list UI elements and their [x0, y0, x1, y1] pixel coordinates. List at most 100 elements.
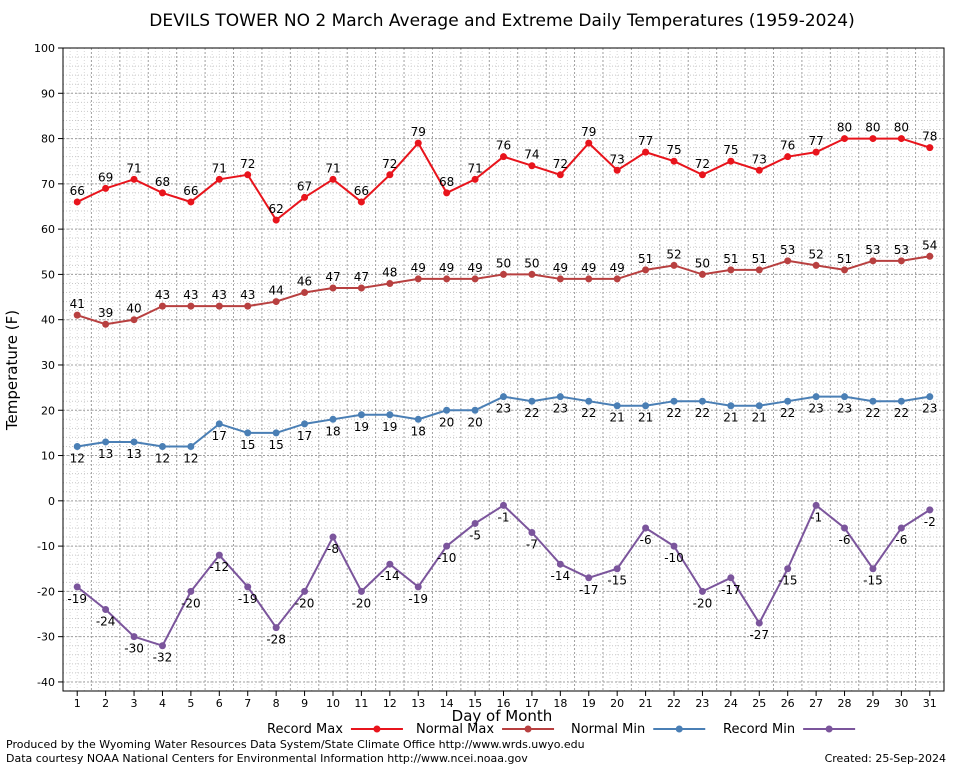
x-tick-label: 17 — [525, 697, 539, 710]
data-point-normal-min — [755, 402, 763, 410]
data-label-record-min: -15 — [778, 574, 798, 588]
data-label-record-max: 80 — [894, 121, 909, 135]
data-point-normal-min — [471, 406, 479, 414]
data-label-normal-max: 52 — [808, 247, 823, 261]
data-point-record-max — [301, 193, 309, 201]
data-point-normal-max — [414, 275, 422, 283]
data-point-normal-min — [215, 420, 223, 428]
data-label-normal-min: 23 — [496, 402, 511, 416]
data-point-normal-max — [812, 261, 820, 269]
data-point-normal-min — [670, 397, 678, 405]
legend-item-normal-min: Normal Min — [571, 722, 706, 737]
data-point-record-max — [329, 175, 337, 183]
data-point-record-max — [414, 139, 422, 147]
x-tick-label: 10 — [326, 697, 340, 710]
data-point-normal-min — [414, 415, 422, 423]
data-point-normal-min — [158, 442, 166, 450]
data-label-normal-min: 22 — [695, 406, 710, 420]
data-label-record-min: -17 — [721, 583, 741, 597]
data-point-record-max — [272, 216, 280, 224]
data-point-normal-max — [386, 279, 394, 287]
data-point-record-min — [158, 642, 166, 650]
data-label-record-min: -20 — [693, 596, 713, 610]
y-tick-label: 80 — [41, 133, 55, 146]
data-point-record-max — [670, 157, 678, 165]
y-tick-label: -20 — [37, 585, 55, 598]
data-point-normal-min — [727, 402, 735, 410]
data-label-normal-max: 53 — [780, 243, 795, 257]
data-point-record-min — [613, 565, 621, 573]
data-label-normal-min: 22 — [865, 406, 880, 420]
data-point-record-min — [727, 574, 735, 582]
data-label-record-max: 77 — [808, 134, 823, 148]
legend-label-record-min: Record Min — [723, 722, 795, 737]
data-point-record-min — [670, 542, 678, 550]
data-label-normal-min: 15 — [269, 438, 284, 452]
footer-produced-by: Produced by the Wyoming Water Resources … — [6, 738, 585, 751]
data-point-record-min — [471, 519, 479, 527]
data-point-normal-max — [727, 266, 735, 274]
footer-created: Created: 25-Sep-2024 — [825, 752, 946, 765]
x-tick-label: 9 — [301, 697, 308, 710]
data-label-record-max: 79 — [581, 125, 596, 139]
data-label-normal-max: 39 — [98, 306, 113, 320]
data-point-record-min — [73, 583, 81, 591]
data-point-normal-max — [443, 275, 451, 283]
data-point-normal-min — [244, 429, 252, 437]
x-tick-label: 15 — [468, 697, 482, 710]
data-point-record-min — [926, 506, 934, 514]
x-tick-label: 21 — [639, 697, 653, 710]
data-label-record-min: -19 — [238, 592, 258, 606]
data-point-normal-max — [130, 316, 138, 324]
legend-marker-record-min — [825, 725, 833, 733]
data-label-normal-max: 44 — [269, 284, 284, 298]
y-tick-label: 50 — [41, 268, 55, 281]
x-axis-label: Day of Month — [452, 707, 553, 725]
data-label-record-min: -32 — [153, 651, 173, 665]
data-point-normal-max — [869, 257, 877, 265]
data-label-record-max: 71 — [126, 161, 141, 175]
data-point-record-min — [443, 542, 451, 550]
data-point-record-max — [556, 171, 564, 179]
legend-item-normal-max: Normal Max — [416, 722, 555, 737]
data-point-normal-max — [301, 289, 309, 297]
data-label-record-min: -30 — [124, 642, 144, 656]
data-label-normal-min: 22 — [524, 406, 539, 420]
data-point-record-max — [215, 175, 223, 183]
data-point-record-min — [755, 619, 763, 627]
data-point-normal-max — [585, 275, 593, 283]
data-point-record-min — [215, 551, 223, 559]
data-point-normal-max — [926, 252, 934, 260]
data-point-normal-max — [897, 257, 905, 265]
data-point-record-min — [500, 501, 507, 509]
data-point-normal-max — [642, 266, 650, 274]
data-label-record-max: 76 — [496, 139, 511, 153]
data-point-normal-max — [670, 261, 678, 269]
data-label-record-max: 79 — [411, 125, 426, 139]
data-label-normal-min: 20 — [439, 415, 454, 429]
data-label-record-min: -12 — [210, 560, 230, 574]
data-point-record-max — [755, 166, 763, 174]
data-point-record-min — [528, 529, 536, 537]
data-label-normal-max: 53 — [894, 243, 909, 257]
data-point-normal-min — [73, 442, 81, 450]
data-point-normal-max — [500, 270, 507, 278]
data-point-normal-min — [130, 438, 138, 446]
data-label-normal-min: 22 — [780, 406, 795, 420]
data-point-record-max — [841, 135, 849, 143]
data-point-record-min — [841, 524, 849, 532]
x-tick-label: 20 — [610, 697, 624, 710]
y-tick-label: -10 — [37, 540, 55, 553]
legend-label-normal-max: Normal Max — [416, 722, 494, 737]
data-label-normal-max: 49 — [581, 261, 596, 275]
y-tick-label: 10 — [41, 450, 55, 463]
data-point-record-max — [528, 162, 536, 170]
data-label-record-max: 68 — [155, 175, 170, 189]
data-label-normal-max: 43 — [183, 288, 198, 302]
data-point-record-max — [73, 198, 81, 206]
data-label-record-min: -17 — [579, 583, 599, 597]
data-point-normal-max — [187, 302, 195, 310]
data-point-record-max — [471, 175, 479, 183]
data-point-record-max — [386, 171, 394, 179]
